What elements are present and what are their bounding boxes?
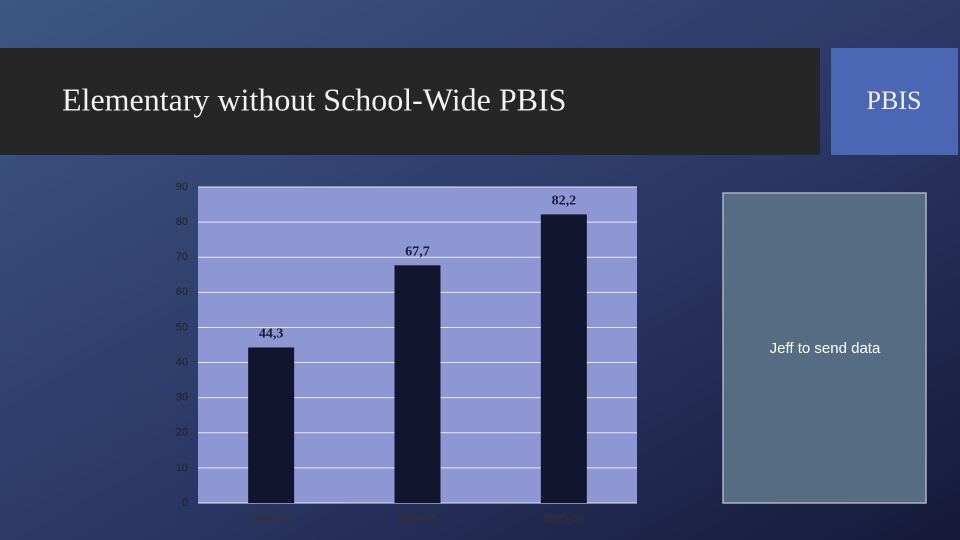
side-box [831, 48, 958, 155]
y-tick-label: 30 [176, 392, 188, 404]
slide-title: Elementary without School-Wide PBIS [62, 81, 566, 117]
chart: 0 10 20 30 40 50 60 70 80 90 2003-04 44,3 2004-05 67,… [176, 181, 637, 525]
bar [394, 265, 441, 503]
y-tick-label: 80 [176, 216, 188, 228]
y-tick-label: 70 [176, 251, 188, 263]
bar [248, 347, 295, 503]
note-box [722, 192, 927, 504]
value-label: 67,7 [405, 245, 430, 260]
x-tick-label: 2004-05 [397, 513, 437, 525]
value-label: 44,3 [259, 327, 284, 342]
y-tick-label: 40 [176, 356, 188, 368]
side-label: PBIS [867, 86, 922, 115]
value-label: 82,2 [552, 194, 577, 209]
y-tick-label: 50 [176, 321, 188, 333]
note-text: Jeff to send data [770, 340, 881, 357]
y-tick-label: 20 [176, 427, 188, 439]
y-tick-label: 60 [176, 286, 188, 298]
y-tick-label: 0 [182, 497, 188, 509]
x-tick-label: 2003-04 [251, 513, 291, 525]
x-tick-label: 2005-06 [544, 513, 584, 525]
bar [540, 214, 587, 504]
y-tick-label: 10 [176, 462, 188, 474]
y-tick-label: 90 [176, 181, 188, 193]
title-bar [0, 48, 820, 155]
